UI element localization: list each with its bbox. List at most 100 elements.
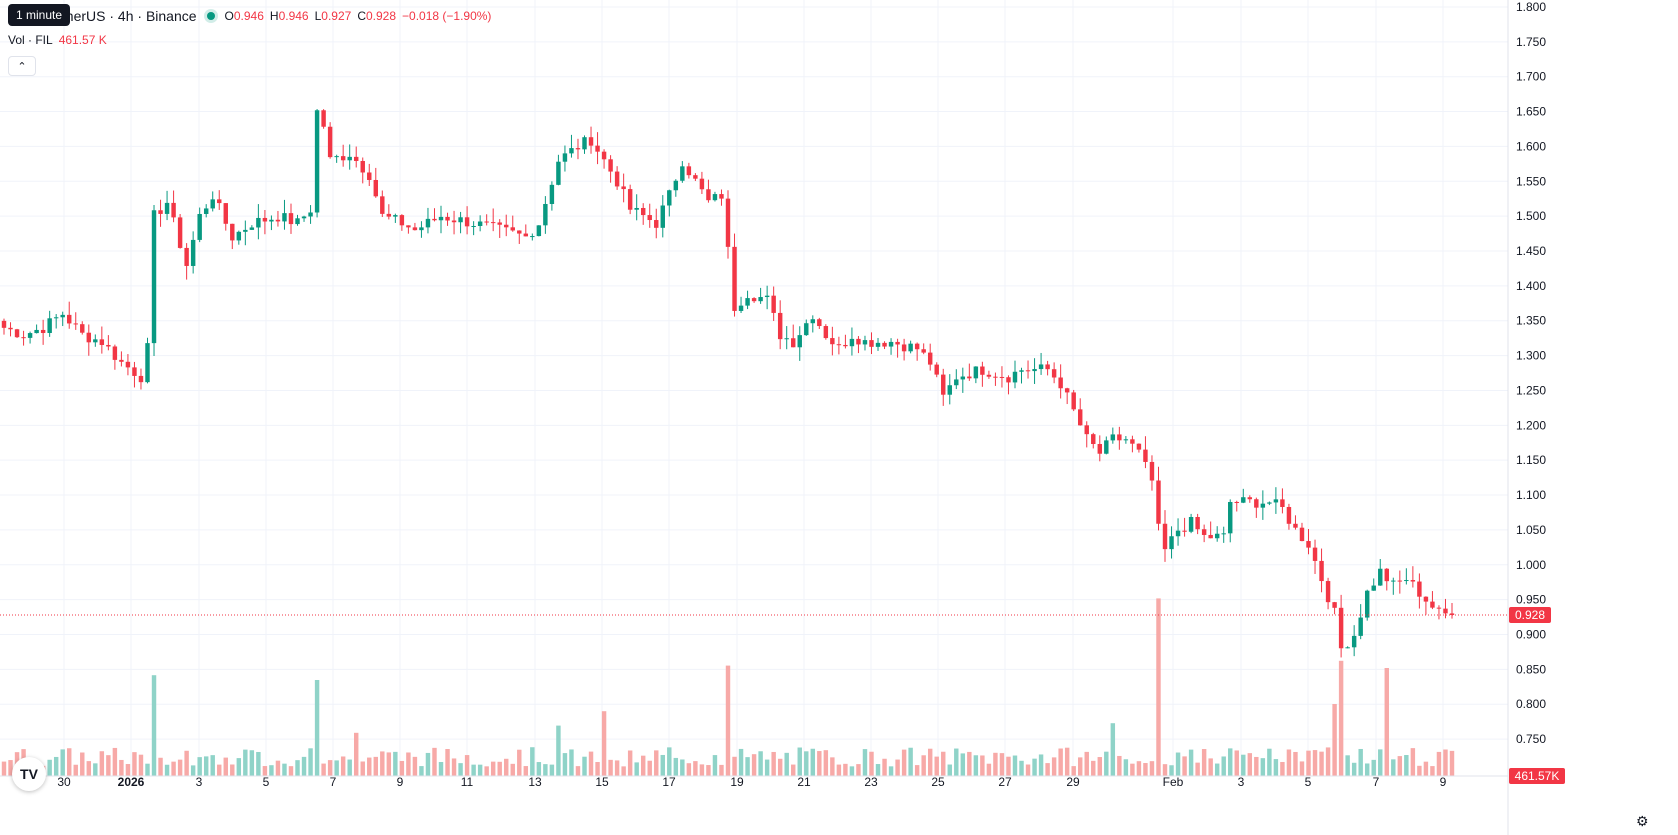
volume-bar xyxy=(138,754,144,776)
volume-bar xyxy=(941,751,946,776)
volume-bar xyxy=(275,760,281,776)
candle-body xyxy=(8,327,13,330)
volume-bar xyxy=(634,762,639,776)
volume-bar xyxy=(1130,763,1135,776)
candle-body xyxy=(601,151,607,160)
candle-body xyxy=(1293,523,1298,528)
price-tick-label: 1.650 xyxy=(1516,105,1546,119)
volume-bar xyxy=(67,748,72,776)
candle-body xyxy=(1332,602,1337,608)
volume-bar xyxy=(60,749,65,776)
time-tick-label: 11 xyxy=(461,775,474,789)
volume-bar xyxy=(256,751,261,776)
volume-bar xyxy=(608,759,613,776)
candle-body xyxy=(210,199,215,209)
time-tick-label: 13 xyxy=(528,775,542,789)
last-price-line: 0.928 461.57K xyxy=(0,606,1565,784)
time-tick-label: 9 xyxy=(1440,775,1447,789)
collapse-legend-button[interactable]: ⌃ xyxy=(8,56,36,76)
ohlc-high: H0.946 xyxy=(269,9,309,23)
last-price-badge-label: 0.928 xyxy=(1515,608,1545,622)
volume-bar xyxy=(823,750,829,776)
volume-bar xyxy=(53,756,59,776)
volume-bar xyxy=(1417,765,1422,776)
candle-body xyxy=(967,376,972,379)
candle-body xyxy=(1156,480,1161,524)
candle-body xyxy=(654,220,659,228)
ohlc-open: O0.946 xyxy=(224,9,264,23)
volume-bar xyxy=(901,749,907,776)
volume-bar xyxy=(399,760,405,776)
candle-body xyxy=(1175,530,1181,537)
volume-bar xyxy=(1260,758,1266,776)
candle-body xyxy=(314,110,320,213)
time-tick-label: 9 xyxy=(397,775,404,789)
candle-body xyxy=(660,205,665,228)
candle-body xyxy=(784,338,789,340)
volume-bar xyxy=(1182,756,1187,776)
candle-body xyxy=(1182,530,1187,532)
volume-bar xyxy=(523,766,529,776)
volume-bar xyxy=(771,751,776,776)
volume-bar xyxy=(1436,751,1442,776)
candle-body xyxy=(973,366,979,379)
candle-body xyxy=(288,213,294,225)
candle-body xyxy=(510,227,515,231)
candle-body xyxy=(230,223,235,241)
tradingview-logo-icon[interactable]: TV xyxy=(12,757,46,791)
volume-bar xyxy=(1123,759,1129,776)
candle-body xyxy=(138,375,144,383)
volume-bar xyxy=(947,764,952,776)
candle-body xyxy=(830,338,835,345)
candle-body xyxy=(1012,371,1018,383)
candle-body xyxy=(184,247,189,266)
volume-bar xyxy=(1397,756,1403,776)
volume-bar xyxy=(171,761,176,776)
volume-bar xyxy=(1443,749,1448,776)
volume-bar xyxy=(1423,761,1429,776)
volume-bar xyxy=(595,762,600,776)
candle-body xyxy=(908,343,913,352)
candle-body xyxy=(399,215,405,226)
volume-bar xyxy=(797,747,802,776)
candle-body xyxy=(719,194,724,199)
volume-legend: Vol · FIL 461.57 K xyxy=(8,33,107,47)
volume-bar xyxy=(445,749,450,776)
volume-bar xyxy=(106,755,111,776)
candle-body xyxy=(334,156,339,158)
candle-body xyxy=(53,317,59,319)
candle-body xyxy=(217,199,222,204)
volume-bar xyxy=(1149,761,1155,776)
volume-bar xyxy=(1110,723,1116,776)
volume-bar xyxy=(236,758,242,776)
volume-bar xyxy=(458,763,463,776)
candle-body xyxy=(1019,370,1024,372)
candle-body xyxy=(190,239,196,266)
candle-body xyxy=(764,295,770,298)
candle-body xyxy=(791,338,796,348)
price-tick-label: 1.000 xyxy=(1516,558,1546,572)
candle-body xyxy=(927,352,933,365)
candle-body xyxy=(477,221,483,227)
candle-body xyxy=(1325,581,1331,603)
candle-body xyxy=(1104,440,1109,454)
volume-bar xyxy=(706,765,711,776)
candle-body xyxy=(471,226,476,228)
volume-bar xyxy=(601,711,607,776)
volume-bar xyxy=(1019,760,1024,776)
price-tick-label: 1.350 xyxy=(1516,314,1546,328)
candle-body xyxy=(158,210,163,214)
time-tick-label: Feb xyxy=(1163,775,1184,789)
volume-bar xyxy=(490,761,496,776)
candle-body xyxy=(954,379,959,386)
candle-body xyxy=(1254,499,1259,508)
gear-icon[interactable]: ⚙ xyxy=(1636,813,1649,829)
last-volume-badge xyxy=(1509,768,1565,784)
volume-bar xyxy=(575,766,581,776)
volume-bar xyxy=(151,675,157,776)
time-tick-label: 5 xyxy=(1305,775,1312,789)
volume-bar xyxy=(464,755,470,776)
candle-body xyxy=(380,196,385,214)
volume-bar xyxy=(986,763,992,776)
